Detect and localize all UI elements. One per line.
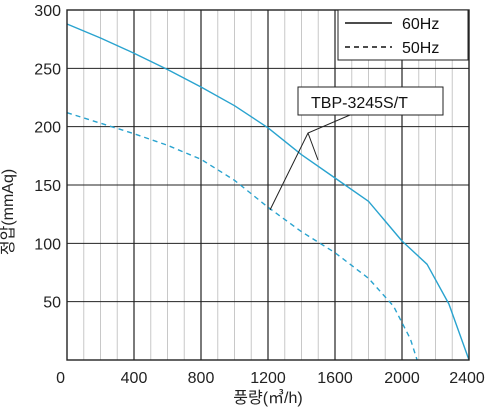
x-tick-label: 2000 <box>384 370 420 387</box>
y-tick-label: 200 <box>34 120 61 137</box>
legend-box <box>337 9 469 61</box>
series-layer <box>66 23 470 361</box>
x-tick-label: 0 <box>56 370 65 387</box>
x-tick-label: 1600 <box>317 370 353 387</box>
y-axis-title: 정압(mmAq) <box>0 169 17 255</box>
legend-label-60hz: 60Hz <box>402 16 439 33</box>
series-line-50hz <box>66 112 418 361</box>
grid-lines <box>67 10 469 360</box>
x-axis-title: 풍량(㎥/h) <box>233 389 302 407</box>
x-tick-label: 400 <box>121 370 148 387</box>
model-annotation: TBP-3245S/T <box>269 86 444 211</box>
y-tick-label: 300 <box>34 3 61 20</box>
legend-label-50hz: 50Hz <box>402 40 439 57</box>
model-leader-line-2 <box>307 132 319 161</box>
model-label-box <box>297 86 444 116</box>
x-tick-label: 2400 <box>449 370 485 387</box>
legend: 60Hz 50Hz <box>337 9 469 61</box>
y-tick-label: 100 <box>34 236 61 253</box>
y-tick-label: 150 <box>34 178 61 195</box>
x-tick-label: 800 <box>188 370 215 387</box>
tick-labels: 0 400 800 1200 1600 2000 2400 50 100 150 200 250 300 <box>34 3 485 387</box>
plot-frame <box>66 9 470 361</box>
y-tick-label: 50 <box>43 295 61 312</box>
x-tick-label: 1200 <box>250 370 286 387</box>
series-line-60hz <box>66 23 470 361</box>
frame-layer <box>66 9 470 361</box>
model-label: TBP-3245S/T <box>311 95 408 112</box>
y-tick-label: 250 <box>34 61 61 78</box>
model-leader-line <box>269 114 351 211</box>
